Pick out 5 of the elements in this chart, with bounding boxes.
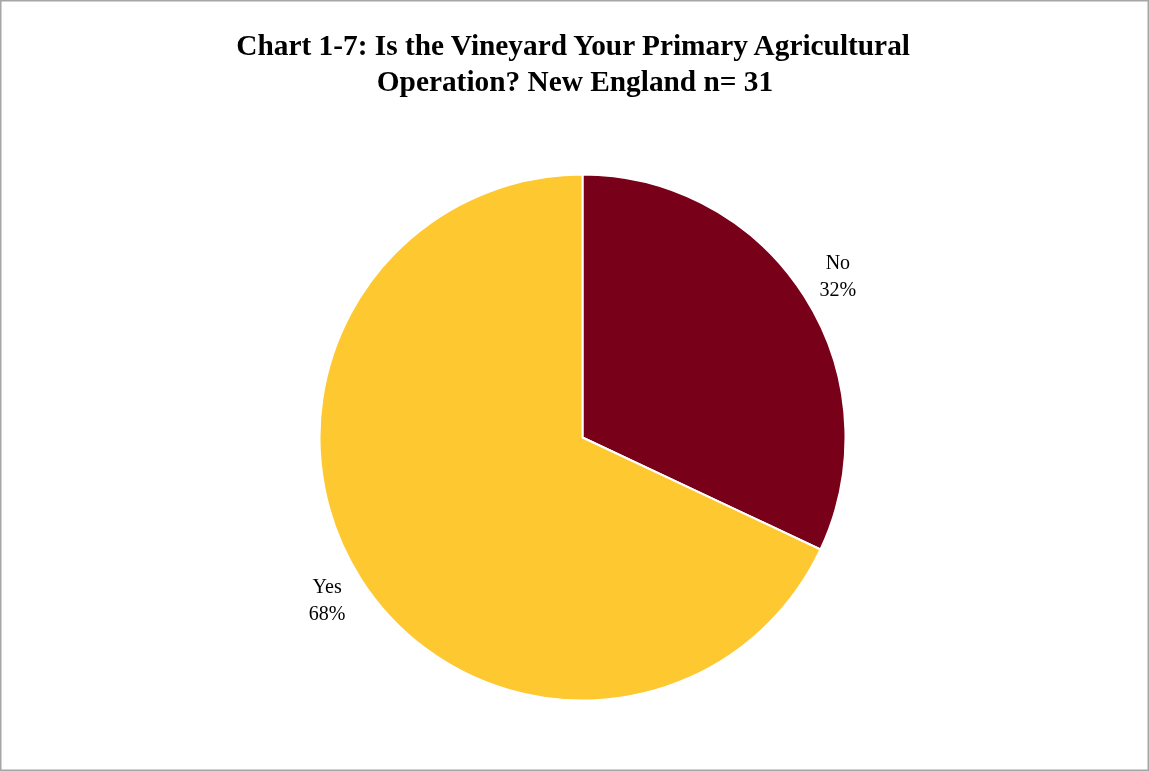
data-label: 32% <box>819 277 857 300</box>
chart-title: Chart 1-7: Is the Vineyard Your Primary Agricultural Operation? New England n= 31 <box>236 28 910 98</box>
slice-label: Yes <box>312 575 342 598</box>
slice-label: No <box>825 251 851 274</box>
data-label: 68% <box>308 601 346 624</box>
